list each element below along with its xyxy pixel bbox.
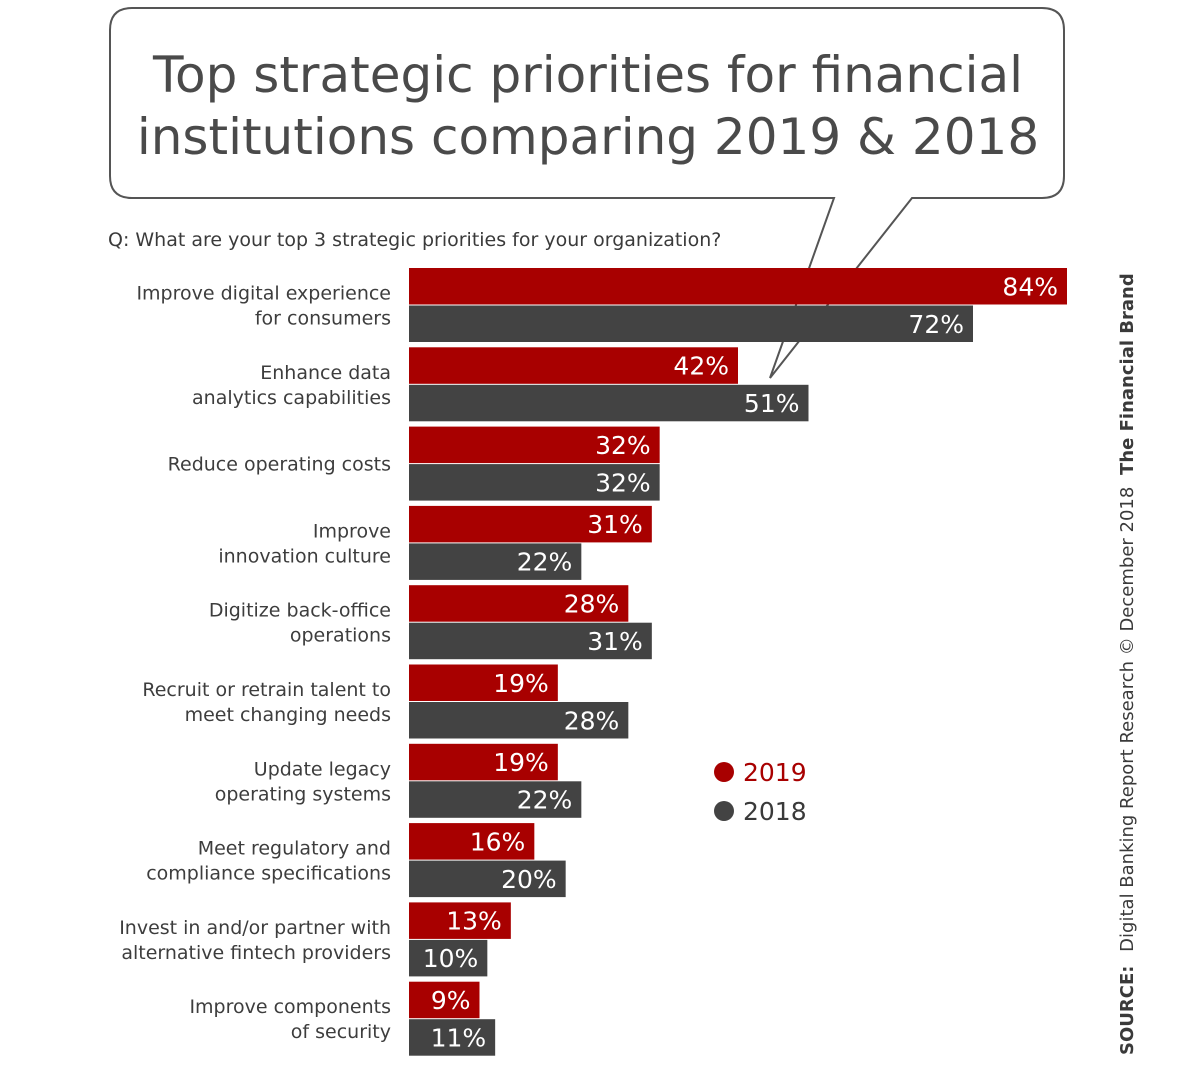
legend-2018-marker (714, 801, 734, 821)
bar-2018-2 (409, 464, 660, 501)
bar-2018-4 (409, 622, 652, 660)
bar-2019-7 (409, 823, 535, 860)
value-label-2019-7: 16% (470, 827, 526, 856)
category-label-1-line-1: analytics capabilities (192, 387, 391, 409)
category-label-5-line-1: meet changing needs (185, 704, 391, 726)
category-label-3-line-1: innovation culture (218, 545, 391, 567)
value-label-2019-4: 28% (564, 589, 620, 618)
category-label-5-line-0: Recruit or retrain talent to (142, 679, 391, 701)
category-labels-group: Improve digital experience for consumers E… (119, 283, 391, 1044)
value-label-2018-2: 32% (595, 468, 651, 497)
value-label-2018-5: 28% (564, 706, 620, 735)
value-label-2018-7: 20% (501, 865, 557, 894)
bar-2019-4 (409, 585, 629, 622)
category-label-6-line-0: Update legacy (254, 758, 391, 780)
bar-2019-5 (409, 664, 558, 701)
category-label-3-line-0: Improve (313, 520, 391, 542)
legend-2019-marker (714, 762, 734, 782)
value-label-2019-1: 42% (673, 352, 729, 381)
category-label-0-line-1: for consumers (255, 308, 391, 330)
value-label-2018-1: 51% (744, 389, 800, 418)
legend-2019-label: 2019 (743, 758, 807, 787)
bar-2018-7 (409, 860, 566, 898)
bars-group: 84% 72% 42% 51% 32% 32% 31% 22% 28% 31% 19% 28% 19% 2… (409, 268, 1067, 1056)
category-label-9-line-0: Improve components (189, 996, 391, 1018)
value-label-2019-0: 84% (1002, 272, 1058, 301)
bar-2018-9 (409, 1019, 496, 1056)
survey-question: Q: What are your top 3 strategic priorit… (108, 229, 721, 251)
bar-2019-9 (409, 981, 480, 1019)
category-label-4-line-1: operations (290, 625, 391, 647)
bar-2018-0 (409, 305, 973, 342)
chart-title-line-1: Top strategic priorities for financial (152, 46, 1023, 104)
source-label: SOURCE: (1117, 966, 1138, 1055)
value-label-2018-9: 11% (431, 1023, 487, 1052)
bar-2018-1 (409, 384, 809, 422)
category-label-6-line-1: operating systems (215, 783, 391, 805)
source-brand: The Financial Brand (1117, 273, 1138, 475)
bar-2019-8 (409, 902, 511, 939)
source-text: Digital Banking Report Research © Decemb… (1117, 487, 1138, 952)
value-label-2019-2: 32% (595, 431, 651, 460)
bar-2019-3 (409, 505, 652, 543)
value-label-2018-4: 31% (587, 627, 643, 656)
value-label-2018-3: 22% (517, 548, 573, 577)
bar-2019-1 (409, 347, 738, 384)
value-label-2019-9: 9% (431, 986, 471, 1015)
bar-2019-0 (409, 268, 1067, 305)
value-label-2018-8: 10% (423, 944, 479, 973)
bar-2019-2 (409, 426, 660, 464)
category-label-7-line-0: Meet regulatory and (198, 838, 391, 860)
value-label-2018-6: 22% (517, 786, 573, 815)
category-label-7-line-1: compliance specifications (146, 863, 391, 885)
value-label-2019-3: 31% (587, 510, 643, 539)
category-label-1-line-0: Enhance data (260, 362, 391, 384)
chart-title-line-2: institutions comparing 2019 & 2018 (137, 108, 1039, 166)
category-label-4-line-0: Digitize back-office (209, 600, 391, 622)
category-label-8-line-0: Invest in and/or partner with (119, 917, 391, 939)
value-label-2019-8: 13% (446, 907, 502, 936)
bar-2018-8 (409, 939, 488, 977)
bar-2018-3 (409, 543, 582, 580)
value-label-2019-5: 19% (493, 669, 549, 698)
category-label-9-line-1: of security (291, 1021, 391, 1043)
category-label-8-line-1: alternative fintech providers (121, 942, 391, 964)
bar-2018-6 (409, 781, 582, 818)
legend-2018-label: 2018 (743, 797, 807, 826)
value-label-2018-0: 72% (908, 310, 964, 339)
bar-2019-6 (409, 743, 558, 781)
category-label-2-line-0: Reduce operating costs (168, 454, 391, 476)
bar-2018-5 (409, 702, 629, 739)
source-credit: SOURCE: Digital Banking Report Research … (1117, 273, 1138, 1055)
value-label-2019-6: 19% (493, 748, 549, 777)
category-label-0-line-0: Improve digital experience (136, 283, 391, 305)
